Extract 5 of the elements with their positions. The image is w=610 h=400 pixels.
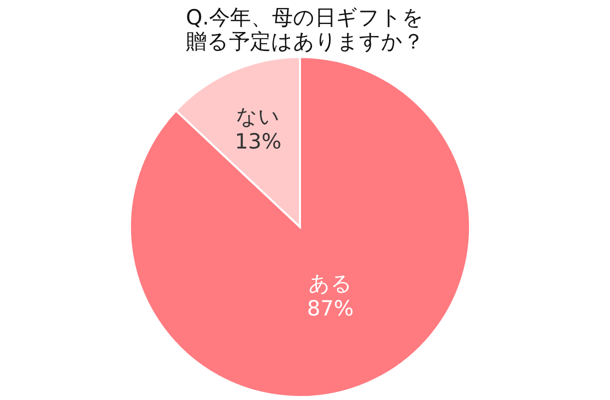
- data-label: 87%: [307, 296, 354, 321]
- data-label: 13%: [234, 130, 282, 154]
- slice-label: ある: [308, 271, 352, 296]
- slice-label: ない: [236, 104, 280, 128]
- chart-title: Q.今年、母の日ギフトを贈る予定はありますか？: [186, 6, 424, 54]
